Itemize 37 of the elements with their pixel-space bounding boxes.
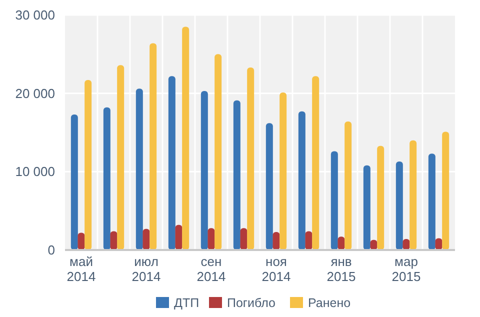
bar bbox=[280, 92, 287, 250]
x-tick-label: май 2014 bbox=[66, 254, 96, 284]
legend-label: ДТП bbox=[174, 296, 200, 310]
bar bbox=[363, 165, 370, 250]
bar bbox=[410, 140, 417, 250]
bar bbox=[428, 154, 436, 250]
y-tick-label: 10 000 bbox=[15, 164, 55, 180]
x-tick-label: июл 2014 bbox=[132, 254, 161, 284]
bar bbox=[442, 132, 450, 250]
bar bbox=[298, 111, 306, 250]
y-tick-label: 0 bbox=[48, 242, 55, 258]
x-tick-label: мар 2015 bbox=[392, 254, 421, 284]
bar bbox=[396, 161, 403, 250]
bar bbox=[377, 146, 384, 250]
bar bbox=[136, 88, 143, 250]
bar bbox=[200, 90, 208, 250]
bar bbox=[266, 123, 273, 250]
bar bbox=[247, 67, 254, 250]
y-tick-label: 30 000 bbox=[15, 8, 55, 23]
bar bbox=[84, 80, 92, 250]
legend-label: Ранено bbox=[308, 296, 351, 310]
x-tick-label: сен 2014 bbox=[196, 254, 226, 284]
bar bbox=[103, 107, 110, 250]
bar bbox=[214, 54, 222, 250]
bar bbox=[117, 65, 124, 250]
bar bbox=[70, 114, 78, 250]
bar bbox=[312, 76, 320, 250]
bar bbox=[233, 100, 240, 250]
y-tick-label: 20 000 bbox=[15, 86, 55, 101]
bar bbox=[168, 76, 176, 250]
x-tick-label: янв 2015 bbox=[326, 254, 356, 284]
bar bbox=[344, 122, 352, 250]
x-tick-label: ноя 2014 bbox=[262, 254, 291, 284]
legend-label: Погибло bbox=[227, 296, 276, 310]
bar bbox=[182, 26, 190, 250]
bar bbox=[150, 43, 157, 250]
bar bbox=[330, 151, 338, 250]
